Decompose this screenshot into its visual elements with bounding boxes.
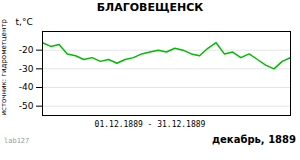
svg-text:-50: -50 [19, 101, 34, 111]
html-text:БЛАГОВЕЩЕНСК: БЛАГОВЕЩЕНСК [96, 1, 204, 14]
svg-text:-20: -20 [19, 45, 34, 55]
html-text:источник: гидрометцентр: источник: гидрометцентр [0, 18, 8, 116]
html-text:01.12.1889 - 31.12.1889: 01.12.1889 - 31.12.1889 [94, 120, 206, 129]
svg-text:-30: -30 [19, 64, 34, 74]
html-text:декабрь, 1889: декабрь, 1889 [212, 134, 296, 145]
svg-text:t,°C: t,°C [16, 17, 33, 27]
html-text:lab127: lab127 [4, 137, 30, 145]
svg-text:-40: -40 [19, 82, 34, 92]
